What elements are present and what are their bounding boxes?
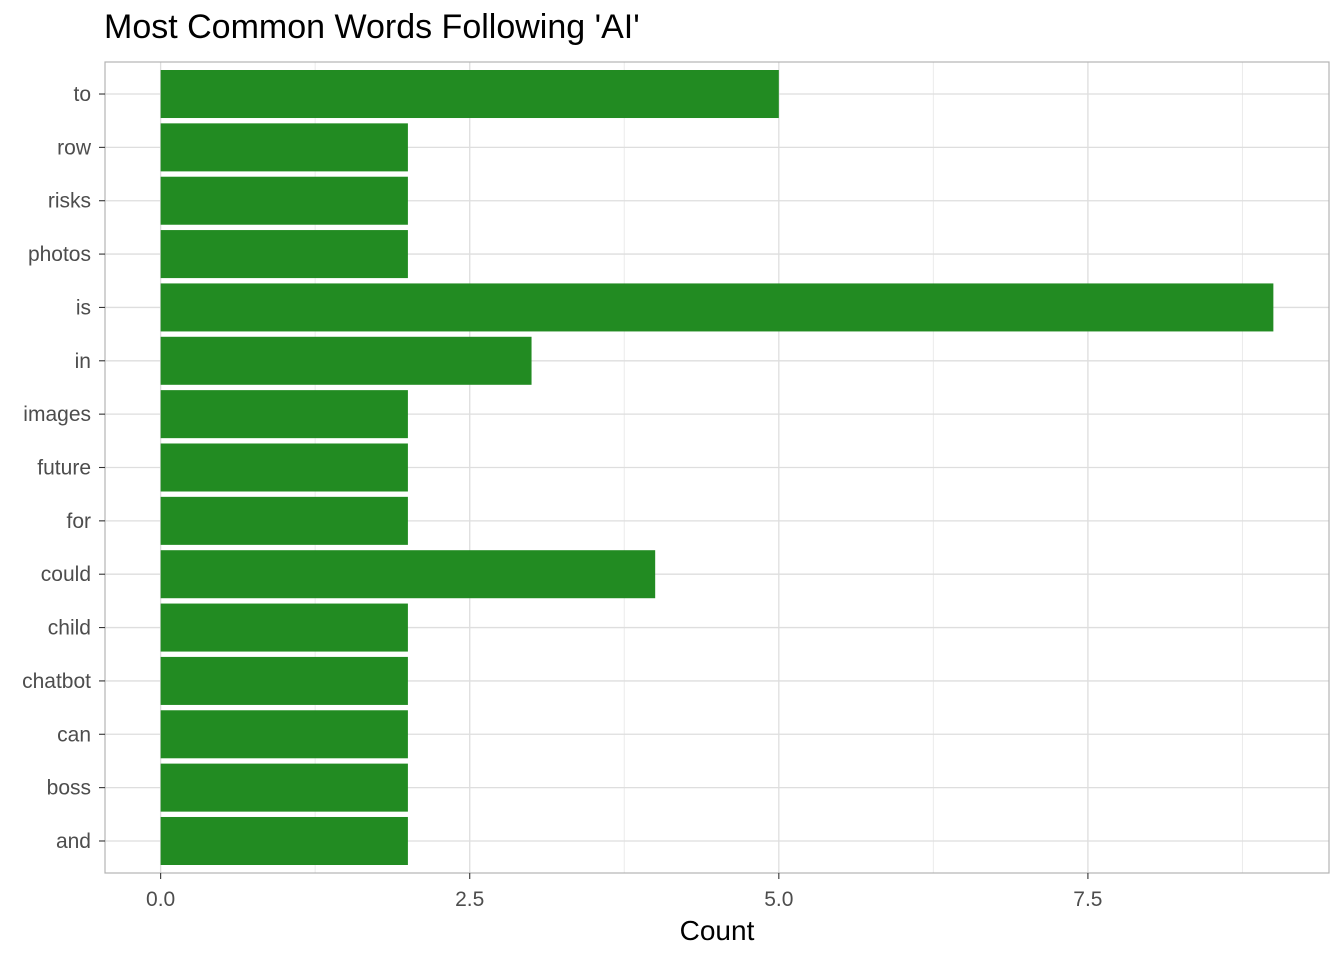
x-tick-label: 5.0 <box>764 888 793 911</box>
x-tick-label: 2.5 <box>455 888 484 911</box>
y-tick-label-photos: photos <box>28 243 91 266</box>
y-tick-label-and: and <box>56 830 91 853</box>
x-tick-label: 7.5 <box>1073 888 1102 911</box>
bar-photos <box>160 230 408 279</box>
y-tick-label-chatbot: chatbot <box>22 670 91 693</box>
y-tick-label-child: child <box>48 617 91 640</box>
x-axis-title: Count <box>680 915 755 946</box>
bar-is <box>160 283 1274 332</box>
y-tick-label-boss: boss <box>47 777 91 800</box>
y-tick-label-future: future <box>37 457 91 480</box>
y-tick-label-risks: risks <box>48 190 91 213</box>
bar-and <box>160 816 408 865</box>
y-axis: and boss can chatbot child could for future imag… <box>22 83 105 853</box>
bar-can <box>160 710 408 759</box>
bar-could <box>160 550 656 599</box>
y-tick-label-can: can <box>57 723 91 746</box>
bar-row <box>160 123 408 172</box>
bar-child <box>160 603 408 652</box>
y-tick-label-to: to <box>73 83 91 106</box>
bar-chatbot <box>160 656 408 705</box>
bars <box>160 70 1274 865</box>
y-tick-label-images: images <box>23 403 91 426</box>
bar-for <box>160 496 408 545</box>
chart-title: Most Common Words Following 'AI' <box>104 8 640 46</box>
bar-boss <box>160 763 408 812</box>
bar-images <box>160 390 408 439</box>
y-tick-label-could: could <box>41 563 91 586</box>
y-tick-label-in: in <box>75 350 91 373</box>
y-tick-label-is: is <box>76 296 91 319</box>
bar-future <box>160 443 408 492</box>
y-tick-label-row: row <box>57 136 92 159</box>
x-axis: 0.0 2.5 5.0 7.5 <box>146 873 1103 911</box>
bar-risks <box>160 176 408 225</box>
y-tick-label-for: for <box>66 510 91 533</box>
bar-in <box>160 336 532 385</box>
x-tick-label: 0.0 <box>146 888 175 911</box>
bar-to <box>160 70 779 119</box>
